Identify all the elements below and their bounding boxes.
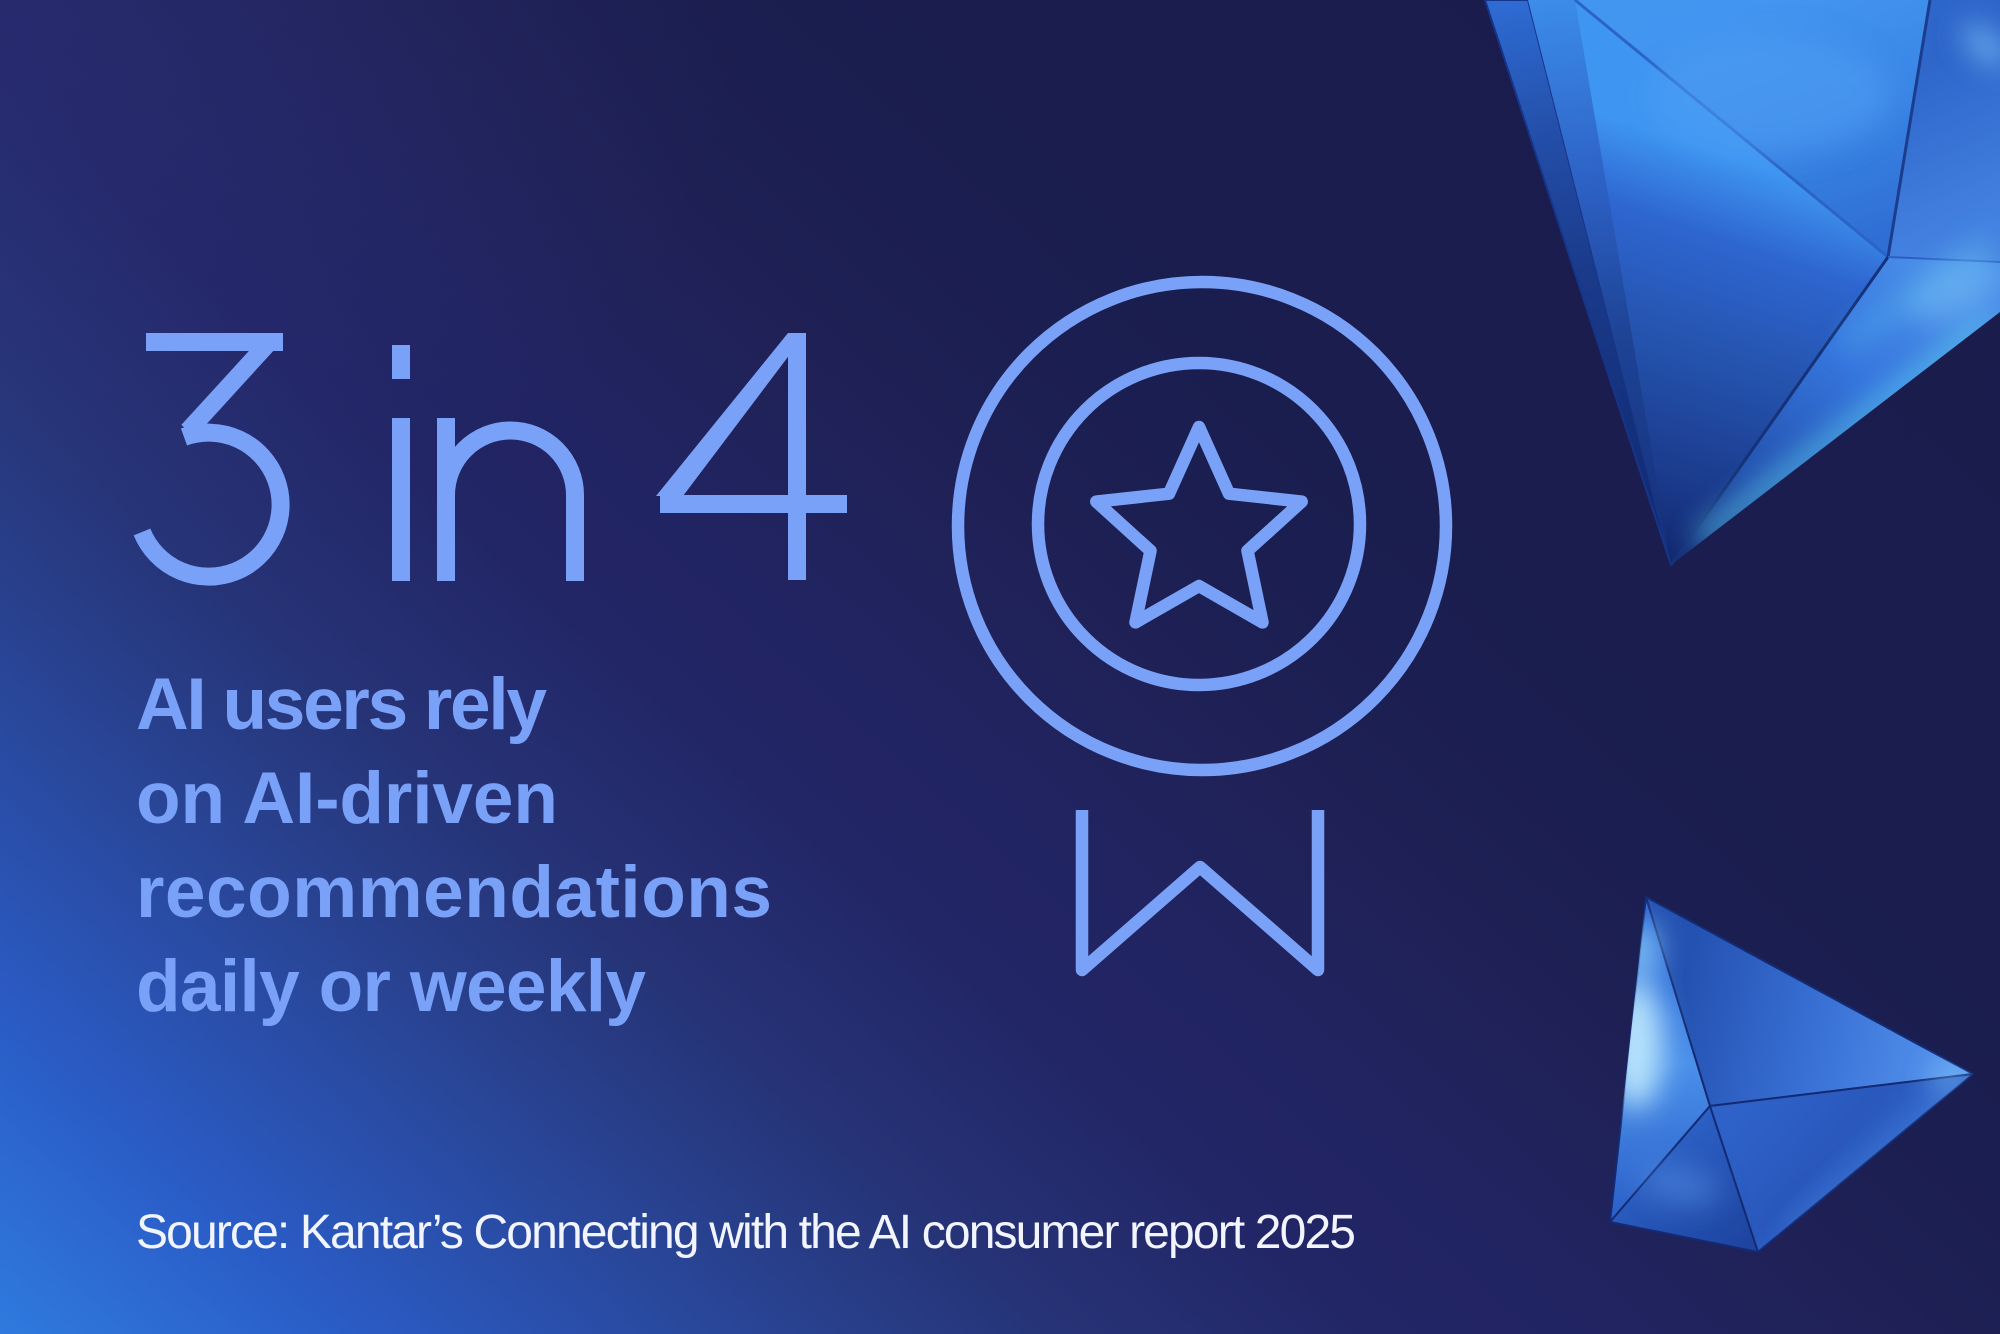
svg-text:on AI-driven: on AI-driven bbox=[136, 758, 558, 839]
svg-text:Source: Kantar’s Connecting wi: Source: Kantar’s Connecting with the AI … bbox=[136, 1206, 1356, 1259]
svg-text:recommendations: recommendations bbox=[136, 852, 772, 933]
svg-text:daily or weekly: daily or weekly bbox=[136, 946, 646, 1027]
svg-text:AI users rely: AI users rely bbox=[136, 664, 547, 745]
